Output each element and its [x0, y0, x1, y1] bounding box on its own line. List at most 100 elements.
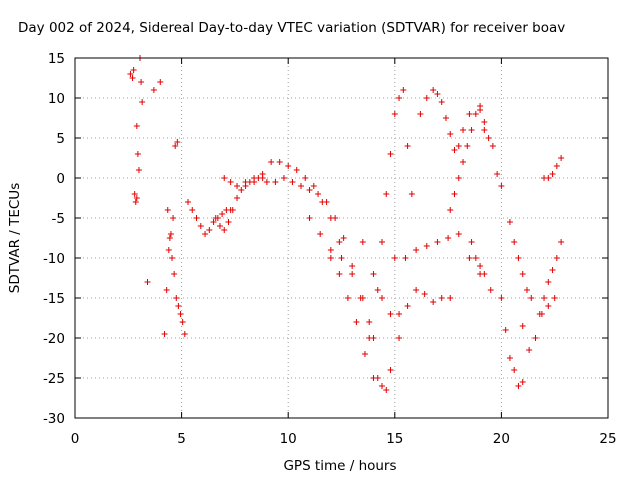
data-point	[129, 75, 136, 81]
data-point	[173, 295, 180, 301]
series-sat-v	[536, 239, 565, 317]
data-point	[170, 215, 177, 221]
data-point	[161, 331, 168, 337]
data-point	[374, 287, 381, 293]
data-point	[494, 171, 501, 177]
data-point	[276, 159, 283, 165]
data-point	[391, 111, 398, 117]
series-sat-n	[391, 231, 505, 301]
data-point	[127, 71, 134, 77]
data-point	[558, 155, 565, 161]
series-sat-j	[306, 215, 373, 325]
data-point	[131, 191, 138, 197]
chart-title: Day 002 of 2024, Sidereal Day-to-day VTE…	[18, 20, 565, 36]
data-point	[545, 303, 552, 309]
series-sat-u	[519, 295, 558, 353]
series-sat-e	[164, 207, 188, 337]
data-point	[387, 367, 394, 373]
data-point	[297, 183, 304, 189]
data-point	[327, 255, 334, 261]
data-point	[340, 235, 347, 241]
data-point	[353, 319, 360, 325]
data-point	[519, 379, 526, 385]
data-point	[219, 211, 226, 217]
data-point	[150, 87, 157, 93]
series-sat-p	[447, 107, 488, 213]
y-tick-label: -25	[43, 371, 65, 387]
x-tick-label: 0	[71, 431, 80, 447]
data-point	[251, 175, 258, 181]
data-point	[315, 191, 322, 197]
data-point	[163, 287, 170, 293]
data-point	[387, 151, 394, 157]
data-point	[515, 255, 522, 261]
data-point	[165, 247, 172, 253]
y-axis-label: SDTVAR / TECUs	[7, 183, 23, 293]
data-point	[468, 127, 475, 133]
data-point	[379, 239, 386, 245]
data-point	[383, 191, 390, 197]
data-point	[447, 295, 454, 301]
data-point	[417, 111, 424, 117]
data-point	[234, 195, 241, 201]
data-point	[280, 175, 287, 181]
data-point	[451, 191, 458, 197]
series-sat-b	[133, 55, 146, 173]
series-sat-w	[541, 155, 565, 181]
y-tick-label: -5	[52, 211, 65, 227]
axis-ticks: 0 5 10 15 20 25 15 10 5 0 -5 -10 -15 -20 -25 -30	[43, 51, 617, 447]
data-point	[332, 215, 339, 221]
data-point	[438, 99, 445, 105]
data-point	[206, 227, 213, 233]
data-point	[400, 87, 407, 93]
data-point	[169, 255, 176, 261]
data-point	[523, 287, 530, 293]
data-point	[553, 163, 560, 169]
data-point	[404, 303, 411, 309]
data-point	[225, 219, 232, 225]
data-point	[370, 335, 377, 341]
data-point	[216, 223, 223, 229]
y-tick-label: 15	[48, 51, 65, 67]
series-sat-d	[161, 139, 181, 337]
data-point	[238, 187, 245, 193]
data-point	[349, 271, 356, 277]
data-point	[455, 175, 462, 181]
data-point	[408, 191, 415, 197]
data-point	[359, 239, 366, 245]
data-point	[551, 295, 558, 301]
data-point	[549, 267, 556, 273]
data-point	[317, 231, 324, 237]
data-point	[138, 79, 145, 85]
data-point	[477, 103, 484, 109]
data-point	[506, 355, 513, 361]
data-point	[289, 179, 296, 185]
data-point	[370, 375, 377, 381]
series-sat-o	[417, 87, 473, 153]
data-point	[306, 215, 313, 221]
data-point	[447, 131, 454, 137]
data-point	[383, 387, 390, 393]
data-point	[447, 207, 454, 213]
data-point	[396, 311, 403, 317]
series-sat-g	[212, 175, 266, 233]
data-point	[175, 303, 182, 309]
data-point	[349, 263, 356, 269]
data-point	[310, 183, 317, 189]
series-sat-m	[370, 87, 415, 341]
data-point	[519, 271, 526, 277]
series-sat-c	[144, 79, 164, 285]
series-sat-r	[468, 239, 488, 277]
data-point	[242, 179, 249, 185]
data-point	[139, 99, 146, 105]
data-point	[227, 179, 234, 185]
data-point	[451, 147, 458, 153]
data-point	[370, 271, 377, 277]
series-sat-q	[477, 103, 496, 149]
x-axis-label: GPS time / hours	[283, 458, 396, 474]
data-point	[181, 331, 188, 337]
plot-frame	[74, 57, 609, 419]
data-point	[174, 139, 181, 145]
data-point	[558, 239, 565, 245]
